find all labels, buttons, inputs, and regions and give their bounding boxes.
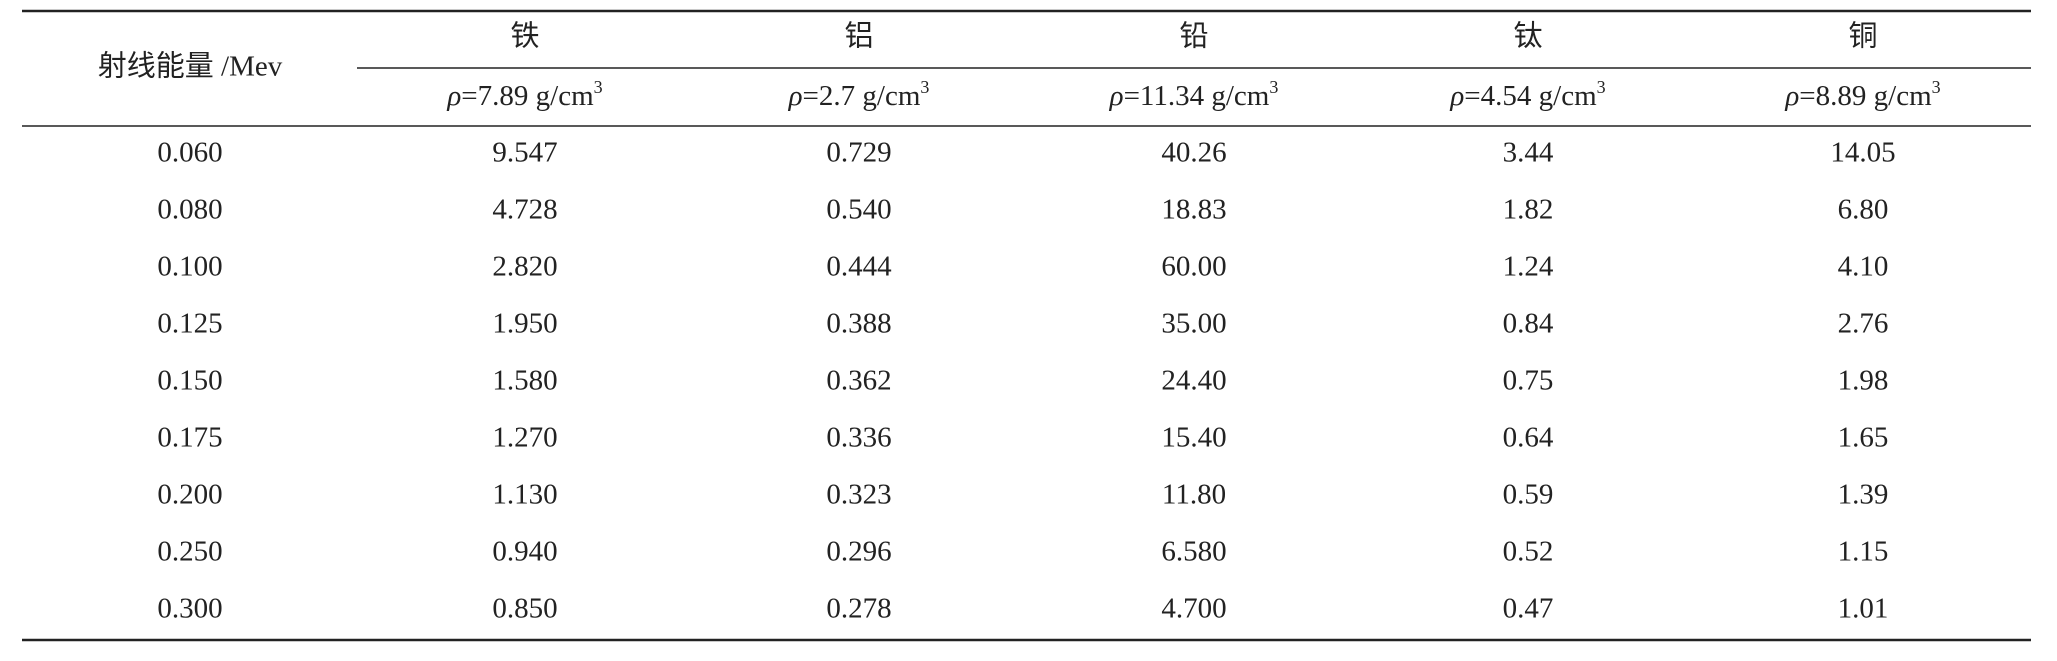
value-cell: 0.336	[826, 422, 891, 454]
value-cell: 0.850	[492, 593, 557, 625]
density-sup: 3	[594, 77, 603, 97]
density-symbol: ρ	[1784, 80, 1799, 112]
value-cell: 0.323	[826, 479, 891, 511]
density-sup: 3	[1597, 77, 1606, 97]
column-density: ρ=8.89 g/cm3	[1784, 77, 1940, 112]
density-symbol: ρ	[1449, 80, 1464, 112]
value-cell: 4.728	[492, 194, 557, 226]
density-sup: 3	[1269, 77, 1278, 97]
value-cell: 1.580	[492, 365, 557, 397]
value-cell: 9.547	[492, 137, 557, 169]
value-cell: 4.10	[1838, 251, 1889, 283]
density-value: =7.89 g/cm	[461, 80, 594, 112]
column-name: 铜	[1848, 20, 1877, 53]
column-name: 钛	[1513, 20, 1542, 53]
value-cell: 0.59	[1503, 479, 1554, 511]
value-cell: 1.15	[1838, 536, 1889, 568]
energy-cell: 0.080	[157, 194, 222, 226]
value-cell: 0.75	[1503, 365, 1554, 397]
value-cell: 1.24	[1503, 251, 1554, 283]
column-density: ρ=11.34 g/cm3	[1109, 77, 1279, 112]
value-cell: 11.80	[1162, 479, 1226, 511]
value-cell: 1.950	[492, 308, 557, 340]
value-cell: 0.64	[1503, 422, 1554, 454]
value-cell: 2.76	[1838, 308, 1889, 340]
value-cell: 35.00	[1161, 308, 1226, 340]
density-symbol: ρ	[446, 80, 461, 112]
value-cell: 0.296	[826, 536, 891, 568]
value-cell: 0.540	[826, 194, 891, 226]
density-symbol: ρ	[788, 80, 803, 112]
value-cell: 60.00	[1161, 251, 1226, 283]
value-cell: 6.80	[1838, 194, 1889, 226]
value-cell: 1.130	[492, 479, 557, 511]
value-cell: 6.580	[1161, 536, 1226, 568]
value-cell: 1.39	[1838, 479, 1889, 511]
value-cell: 0.52	[1503, 536, 1554, 568]
value-cell: 0.278	[826, 593, 891, 625]
value-cell: 1.98	[1838, 365, 1889, 397]
energy-cell: 0.150	[157, 365, 222, 397]
column-name: 铝	[844, 20, 873, 53]
energy-cell: 0.175	[157, 422, 222, 454]
value-cell: 1.01	[1838, 593, 1889, 625]
energy-cell: 0.125	[157, 308, 222, 340]
column-density: ρ=7.89 g/cm3	[446, 77, 602, 112]
value-cell: 14.05	[1830, 137, 1895, 169]
value-cell: 1.65	[1838, 422, 1889, 454]
value-cell: 0.47	[1503, 593, 1554, 625]
energy-cell: 0.250	[157, 536, 222, 568]
density-value: =4.54 g/cm	[1464, 80, 1597, 112]
column-density: ρ=4.54 g/cm3	[1449, 77, 1605, 112]
density-sup: 3	[920, 77, 929, 97]
value-cell: 2.820	[492, 251, 557, 283]
energy-cell: 0.060	[157, 137, 222, 169]
density-value: =2.7 g/cm	[803, 80, 921, 112]
value-cell: 24.40	[1161, 365, 1226, 397]
value-cell: 0.362	[826, 365, 891, 397]
value-cell: 4.700	[1161, 593, 1226, 625]
row-header: 射线能量 /Mev	[98, 50, 283, 83]
energy-cell: 0.100	[157, 251, 222, 283]
energy-cell: 0.300	[157, 593, 222, 625]
value-cell: 1.82	[1503, 194, 1554, 226]
column-density: ρ=2.7 g/cm3	[788, 77, 930, 112]
column-name: 铁	[510, 20, 539, 53]
density-sup: 3	[1932, 77, 1941, 97]
value-cell: 1.270	[492, 422, 557, 454]
value-cell: 0.729	[826, 137, 891, 169]
density-value: =8.89 g/cm	[1799, 80, 1932, 112]
value-cell: 40.26	[1161, 137, 1226, 169]
value-cell: 18.83	[1161, 194, 1226, 226]
value-cell: 0.940	[492, 536, 557, 568]
column-name: 铅	[1179, 20, 1208, 53]
density-value: =11.34 g/cm	[1124, 80, 1270, 112]
value-cell: 0.388	[826, 308, 891, 340]
energy-cell: 0.200	[157, 479, 222, 511]
value-cell: 0.444	[826, 251, 892, 283]
density-symbol: ρ	[1109, 80, 1124, 112]
value-cell: 0.84	[1503, 308, 1554, 340]
value-cell: 3.44	[1503, 137, 1554, 169]
value-cell: 15.40	[1161, 422, 1226, 454]
